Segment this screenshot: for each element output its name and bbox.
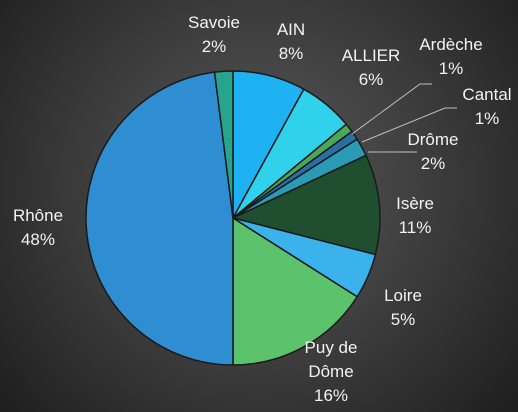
pie-slice bbox=[230, 154, 381, 256]
leader-line bbox=[351, 83, 432, 135]
category-name: Savoie bbox=[188, 13, 240, 32]
slice-label: Drôme 2% bbox=[407, 128, 458, 176]
percent-label: 16% bbox=[313, 386, 349, 405]
percent-label: 5% bbox=[390, 310, 416, 329]
category-name: Loire bbox=[384, 286, 422, 305]
slice-label: Loire 5% bbox=[384, 284, 422, 332]
category-name: ALLIER bbox=[341, 46, 401, 65]
pie-slice bbox=[85, 71, 234, 366]
slice-label: Savoie 2% bbox=[188, 11, 240, 59]
slice-label: Isère 11% bbox=[396, 192, 434, 240]
slice-label: Puy de Dôme 16% bbox=[296, 336, 366, 408]
category-name: Cantal bbox=[462, 85, 512, 104]
slice-label: Ardèche 1% bbox=[419, 33, 482, 81]
percent-label: 1% bbox=[438, 59, 464, 78]
percent-label: 48% bbox=[20, 230, 56, 249]
percent-label: 11% bbox=[398, 218, 432, 237]
category-name: Rhône bbox=[12, 206, 64, 225]
percent-label: 8% bbox=[278, 44, 304, 63]
category-name: Isère bbox=[396, 194, 434, 213]
category-name: AIN bbox=[276, 20, 306, 39]
percent-label: 2% bbox=[201, 37, 227, 56]
category-name: Drôme bbox=[407, 130, 459, 149]
leader-line bbox=[361, 107, 457, 143]
category-name: Puy de Dôme bbox=[304, 338, 358, 381]
percent-label: 1% bbox=[474, 109, 500, 128]
pie-slice bbox=[232, 216, 359, 366]
slice-label: Cantal 1% bbox=[462, 83, 511, 131]
percent-label: 2% bbox=[420, 154, 446, 173]
pie-slice bbox=[213, 70, 234, 219]
slice-label: ALLIER 6% bbox=[342, 44, 401, 92]
slice-label: AIN 8% bbox=[277, 18, 305, 66]
category-name: Ardèche bbox=[419, 35, 483, 54]
slice-label: Rhône 48% bbox=[13, 204, 63, 252]
percent-label: 6% bbox=[358, 70, 384, 89]
